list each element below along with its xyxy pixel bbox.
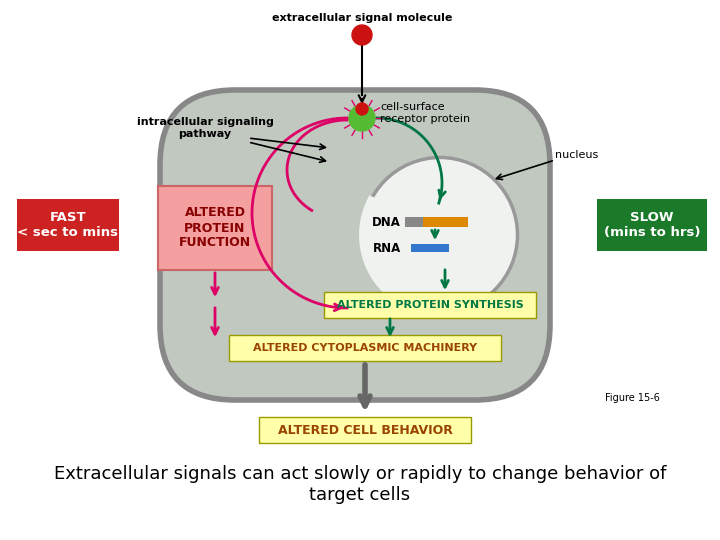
Text: RNA: RNA [373, 241, 401, 254]
FancyBboxPatch shape [160, 90, 550, 400]
Bar [411, 244, 449, 252]
Text: Extracellular signals can act slowly or rapidly to change behavior of
target cel: Extracellular signals can act slowly or … [54, 465, 666, 504]
Text: FAST
(< sec to mins): FAST (< sec to mins) [12, 211, 125, 239]
Text: ALTERED CYTOPLASMIC MACHINERY: ALTERED CYTOPLASMIC MACHINERY [253, 343, 477, 353]
Text: ALTERED PROTEIN SYNTHESIS: ALTERED PROTEIN SYNTHESIS [337, 300, 523, 310]
Text: ALTERED
PROTEIN
FUNCTION: ALTERED PROTEIN FUNCTION [179, 206, 251, 249]
Text: SLOW
(mins to hrs): SLOW (mins to hrs) [604, 211, 701, 239]
Text: ALTERED CELL BEHAVIOR: ALTERED CELL BEHAVIOR [278, 423, 452, 436]
Bar [405, 217, 423, 227]
Circle shape [352, 25, 372, 45]
Text: nucleus: nucleus [555, 150, 598, 160]
Ellipse shape [362, 158, 518, 313]
FancyBboxPatch shape [17, 199, 119, 251]
FancyBboxPatch shape [259, 417, 471, 443]
FancyBboxPatch shape [597, 199, 707, 251]
Text: DNA: DNA [372, 215, 401, 228]
Text: intracellular signaling
pathway: intracellular signaling pathway [137, 117, 274, 139]
Text: extracellular signal molecule: extracellular signal molecule [272, 13, 452, 23]
FancyBboxPatch shape [324, 292, 536, 318]
Circle shape [356, 103, 368, 115]
FancyBboxPatch shape [229, 335, 501, 361]
Circle shape [349, 105, 375, 131]
Bar [423, 217, 468, 227]
Text: cell-surface
receptor protein: cell-surface receptor protein [380, 102, 470, 124]
Text: Figure 15-6: Figure 15-6 [605, 393, 660, 403]
FancyBboxPatch shape [158, 186, 272, 270]
